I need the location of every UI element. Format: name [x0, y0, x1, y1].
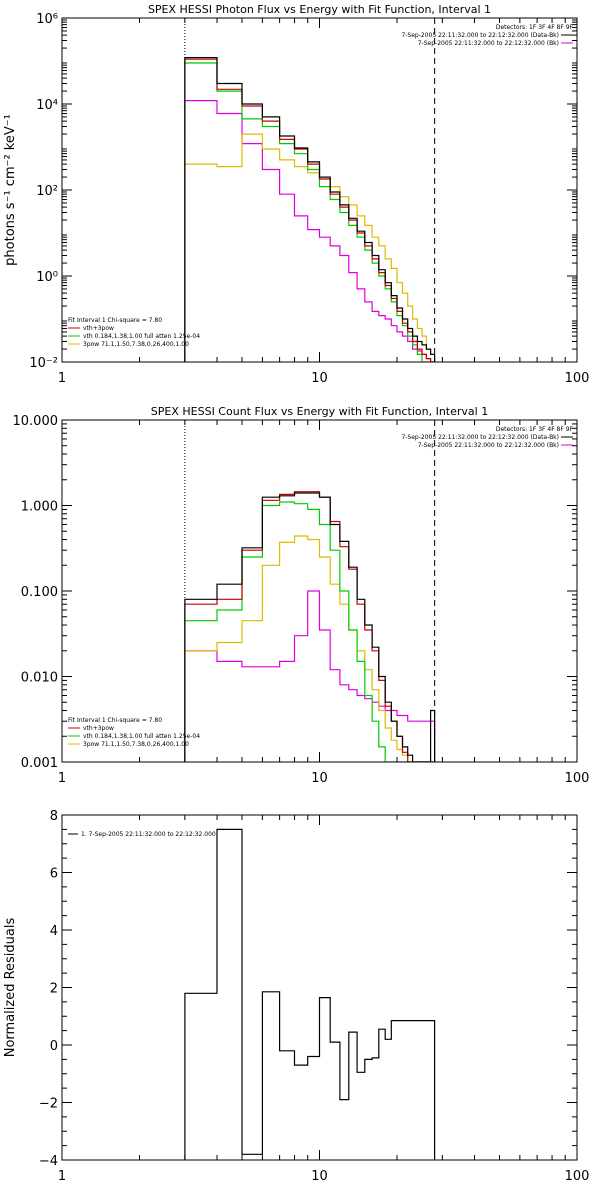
y-tick-label: 10.000 — [13, 414, 59, 429]
series-group — [184, 491, 436, 762]
legend-entry: 7-Sep-2005 22:11:32.000 to 22:12:32.000 … — [401, 434, 559, 441]
series-step-thermal — [184, 133, 436, 362]
x-tick-label: 10 — [311, 1169, 328, 1184]
y-tick-label: 10² — [36, 184, 58, 199]
legend-detectors: Detectors: 1F 3F 4F 8F 9F — [496, 426, 574, 433]
y-tick-label: 6 — [50, 867, 58, 882]
y-tick-label: 8 — [50, 809, 58, 824]
plot-frame — [61, 419, 578, 763]
series-group — [184, 57, 436, 362]
chart-panel-2: SPEX HESSI Count Flux vs Energy with Fit… — [13, 405, 590, 786]
x-tick-label: 10 — [311, 371, 328, 386]
y-axis-label: Normalized Residuals — [3, 918, 18, 1058]
y-tick-label: 2 — [50, 982, 58, 997]
series-step-background — [184, 58, 435, 362]
y-tick-label: 1.000 — [21, 500, 58, 515]
chart-panel-3: Normalized Residuals 1 10 100 −4 −2 0 2 4 6 8 1. 7-… — [3, 809, 589, 1184]
y-tick-label: 0 — [50, 1039, 58, 1054]
y-tick-label: 0.100 — [21, 585, 58, 600]
legend-entry: vth+3pow — [83, 725, 114, 732]
x-tick-label: 100 — [565, 1169, 590, 1184]
y-tick-label: −2 — [39, 1097, 58, 1112]
legend-entry: 7-Sep-2005 22:11:32.000 to 22:12:32.000 … — [418, 40, 559, 47]
series-step-powerlaw — [184, 590, 436, 762]
series-step-data — [184, 828, 436, 1160]
legend-entry: 7-Sep-2005 22:11:32.000 to 22:12:32.000 … — [418, 442, 559, 449]
y-tick-label: −4 — [39, 1154, 58, 1169]
y-tick-label: 10⁶ — [36, 12, 58, 27]
y-axis-label: photons s⁻¹ cm⁻² keV⁻¹ — [3, 114, 18, 266]
chart-title: SPEX HESSI Photon Flux vs Energy with Fi… — [148, 3, 491, 16]
y-tick-label: 10⁰ — [36, 270, 58, 285]
legend-entry: 3pow 71.1,1.50,7.38,0.26,400,1.00 — [83, 341, 189, 348]
y-tick-label: 4 — [50, 924, 58, 939]
x-tick-label: 100 — [565, 371, 590, 386]
series-step-data — [184, 492, 436, 762]
plot-frame — [61, 17, 578, 363]
legend-entry: 1. 7-Sep-2005 22:11:32.000 to 22:12:32.0… — [81, 831, 216, 838]
chart-panel-1: SPEX HESSI Photon Flux vs Energy with Fi… — [3, 3, 589, 386]
y-tick-label: 0.001 — [21, 756, 58, 771]
y-tick-label: 0.010 — [21, 671, 58, 686]
plot-frame — [61, 814, 578, 1161]
legend-entry: vth+3pow — [83, 325, 114, 332]
legend-entry: 7-Sep-2005 22:11:32.000 to 22:12:32.000 … — [401, 32, 559, 39]
series-group — [184, 828, 436, 1160]
series-step-data — [184, 57, 436, 362]
series-step-total — [184, 62, 435, 362]
legend-entry: vth 0.184,1.38,1.00 full atten 1.25e-04 — [83, 733, 200, 740]
x-tick-label: 1 — [58, 771, 66, 786]
x-tick-label: 1 — [58, 371, 66, 386]
x-tick-label: 1 — [58, 1169, 66, 1184]
y-tick-label: 10⁴ — [36, 98, 58, 113]
legend-fit-header: Fit Interval 1 Chi-square = 7.80 — [68, 717, 162, 724]
x-tick-label: 100 — [565, 771, 590, 786]
x-tick-label: 10 — [311, 771, 328, 786]
legend-entry: 3pow 71.1,1.50,7.38,0.26,400,1.00 — [83, 741, 189, 748]
series-step-background — [184, 491, 435, 762]
legend-detectors: Detectors: 1F 3F 4F 8F 9F — [496, 24, 574, 31]
legend-entry: vth 0.184,1.38,1.00 full atten 1.25e-04 — [83, 333, 200, 340]
legend-fit-header: Fit Interval 1 Chi-square = 7.80 — [68, 317, 162, 324]
chart-title: SPEX HESSI Count Flux vs Energy with Fit… — [151, 405, 488, 418]
y-tick-label: 10⁻² — [29, 356, 58, 371]
series-step-powerlaw — [184, 100, 435, 362]
